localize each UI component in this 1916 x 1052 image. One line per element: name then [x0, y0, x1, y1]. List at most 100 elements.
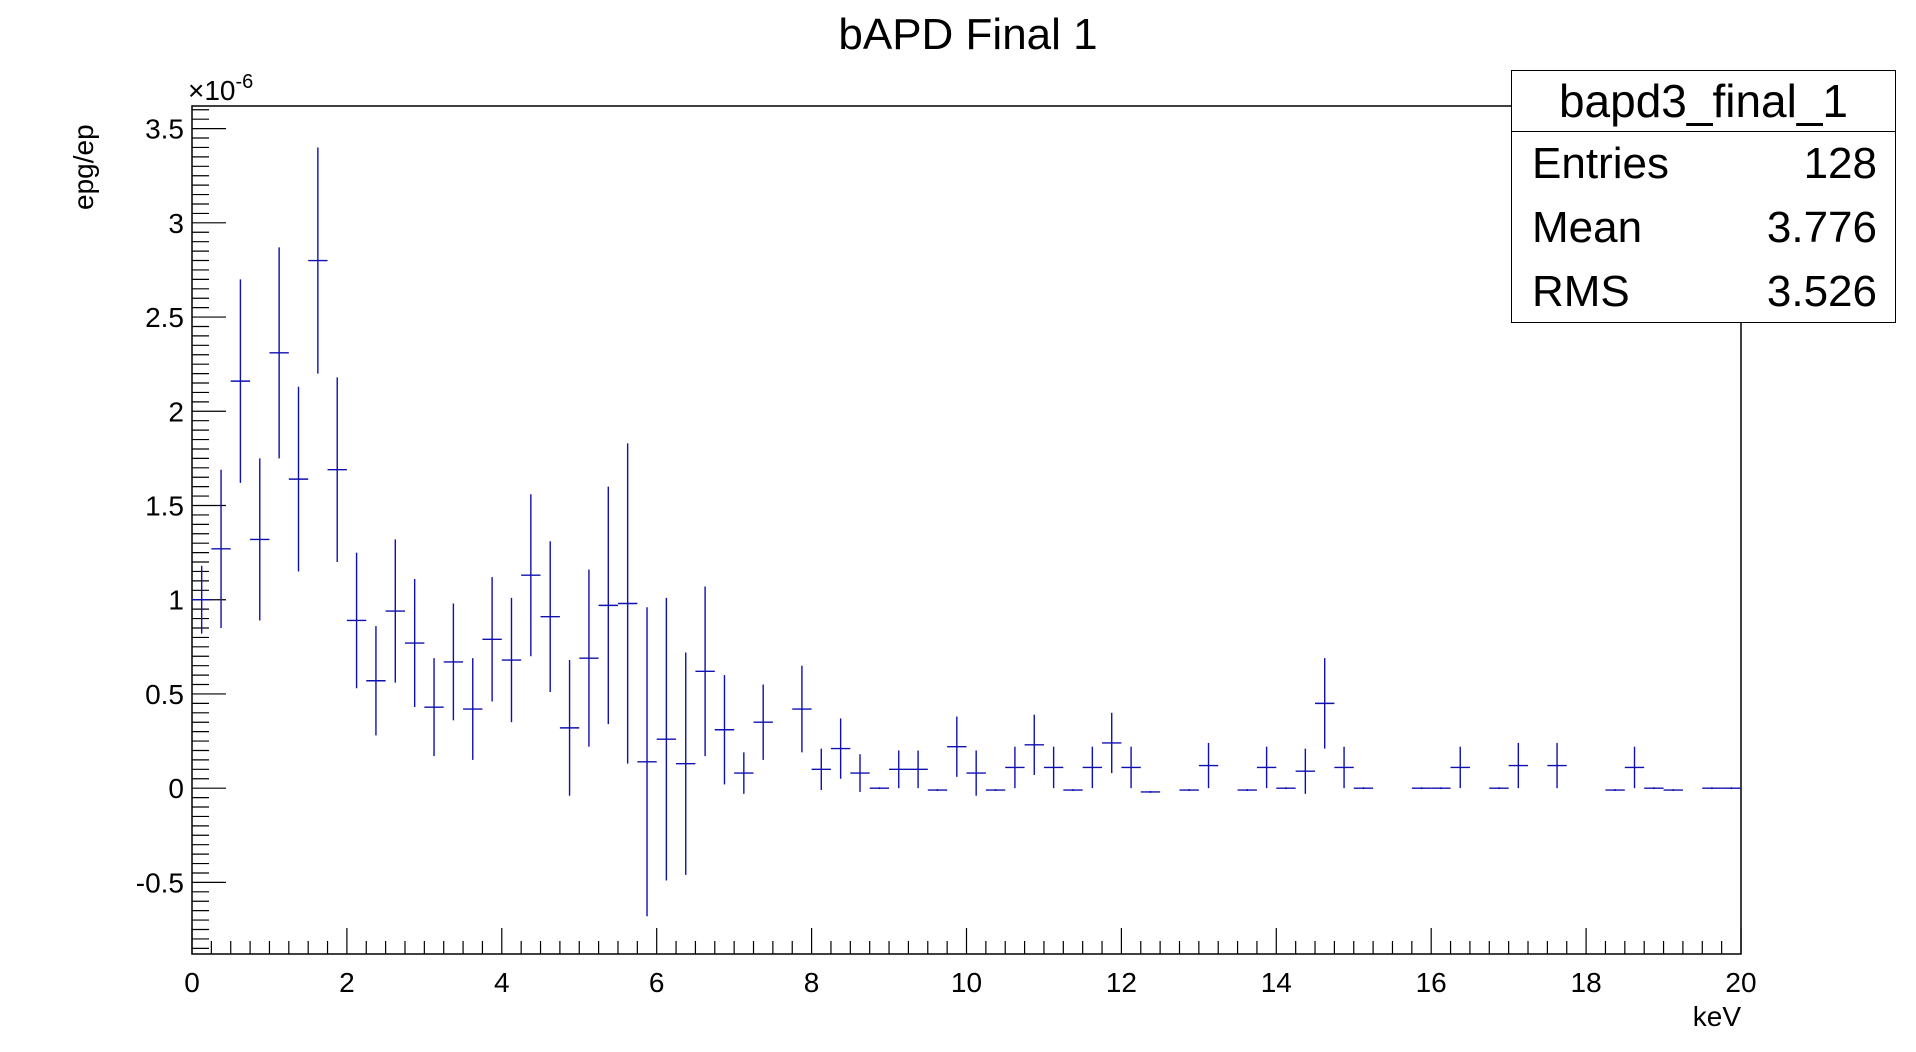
- y-axis: -0.5 0 0.5 1 1.5 2 2.5 3 3.5: [136, 109, 226, 949]
- data-point: [288, 386, 309, 572]
- data-point: [927, 789, 948, 791]
- y-exponent-label: ×10-6: [188, 71, 253, 106]
- y-exponent-power: -6: [236, 71, 254, 93]
- data-point: [637, 607, 657, 917]
- data-point: [1431, 787, 1451, 790]
- x-tick-label: 12: [1106, 967, 1137, 998]
- data-point: [1102, 712, 1122, 774]
- data-point: [230, 279, 251, 483]
- data-point: [192, 565, 212, 634]
- data-point: [869, 787, 890, 790]
- stats-title: bapd3_final_1: [1512, 71, 1895, 132]
- stats-value: 3.526: [1766, 267, 1877, 316]
- x-tick-label: 20: [1725, 967, 1756, 998]
- data-point: [1702, 787, 1722, 790]
- data-point: [598, 486, 618, 725]
- data-point: [676, 652, 696, 875]
- data-point: [1489, 787, 1509, 790]
- data-point: [850, 754, 870, 792]
- data-point: [966, 750, 986, 796]
- data-point: [1063, 789, 1083, 791]
- data-series: [192, 147, 1741, 917]
- data-point: [1024, 714, 1044, 775]
- data-point: [1508, 742, 1529, 789]
- data-point: [947, 716, 967, 777]
- x-tick-label: 14: [1261, 967, 1292, 998]
- data-point: [1411, 787, 1432, 790]
- stats-label: Mean: [1532, 203, 1643, 252]
- stats-value: 3.776: [1766, 203, 1877, 252]
- data-point: [327, 377, 347, 563]
- x-tick-label: 16: [1416, 967, 1447, 998]
- x-tick-label: 2: [339, 967, 355, 998]
- data-point: [1295, 748, 1316, 794]
- x-axis-label: keV: [1693, 1001, 1742, 1032]
- data-point: [1043, 746, 1064, 789]
- data-point: [366, 626, 386, 736]
- data-point: [830, 718, 851, 779]
- x-axis: 0 2 4 6 8 10 12 14 16 18 20: [184, 928, 1757, 998]
- stats-box: bapd3_final_1 Entries 128 Mean 3.776 RMS…: [1511, 70, 1896, 323]
- data-point: [1547, 742, 1567, 789]
- data-point: [753, 684, 773, 760]
- y-tick-label: 0.5: [145, 679, 184, 710]
- data-point: [579, 569, 599, 747]
- x-tick-label: 8: [804, 967, 820, 998]
- data-point: [889, 750, 909, 789]
- data-point: [1276, 787, 1296, 790]
- y-tick-label: -0.5: [136, 867, 184, 898]
- data-point: [250, 458, 270, 621]
- data-point: [424, 658, 444, 757]
- data-point: [656, 597, 677, 881]
- data-point: [346, 552, 367, 689]
- y-axis-label: epg/ep: [68, 124, 99, 210]
- data-point: [1721, 787, 1741, 790]
- data-point: [1256, 746, 1277, 789]
- x-tick-label: 6: [649, 967, 665, 998]
- data-point: [1082, 746, 1103, 789]
- data-point: [1315, 658, 1335, 749]
- data-point: [540, 541, 560, 693]
- data-point: [811, 748, 831, 791]
- data-point: [985, 789, 1006, 791]
- y-tick-label: 3: [168, 208, 184, 239]
- y-tick-label: 2.5: [145, 302, 184, 333]
- x-tick-label: 10: [951, 967, 982, 998]
- data-point: [1334, 746, 1354, 789]
- data-point: [521, 494, 541, 657]
- stats-label: RMS: [1532, 267, 1630, 316]
- data-point: [1605, 789, 1625, 791]
- y-tick-label: 1.5: [145, 491, 184, 522]
- data-point: [269, 247, 289, 459]
- data-point: [463, 658, 483, 760]
- data-point: [908, 750, 928, 789]
- data-point: [1663, 789, 1683, 791]
- data-point: [559, 660, 580, 796]
- data-point: [1353, 787, 1374, 790]
- plot-frame: [191, 105, 1742, 955]
- data-point: [714, 675, 735, 785]
- data-point: [211, 469, 231, 628]
- data-point: [404, 578, 425, 708]
- data-point: [695, 586, 715, 757]
- data-point: [482, 577, 502, 702]
- data-point: [1005, 746, 1025, 789]
- data-point: [1140, 790, 1161, 793]
- stats-row-entries: Entries 128: [1512, 132, 1895, 196]
- data-point: [1198, 742, 1219, 789]
- data-point: [308, 147, 328, 374]
- x-tick-label: 18: [1571, 967, 1602, 998]
- data-point: [1450, 746, 1470, 789]
- y-tick-label: 0: [168, 773, 184, 804]
- data-point: [734, 752, 754, 794]
- y-tick-label: 1: [168, 585, 184, 616]
- data-point: [1644, 787, 1664, 790]
- data-point: [385, 539, 405, 683]
- stats-label: Entries: [1532, 139, 1669, 188]
- stats-value: 128: [1803, 139, 1877, 188]
- data-point: [1237, 789, 1257, 791]
- y-tick-label: 3.5: [145, 114, 184, 145]
- data-point: [1121, 746, 1141, 789]
- y-tick-label: 2: [168, 396, 184, 427]
